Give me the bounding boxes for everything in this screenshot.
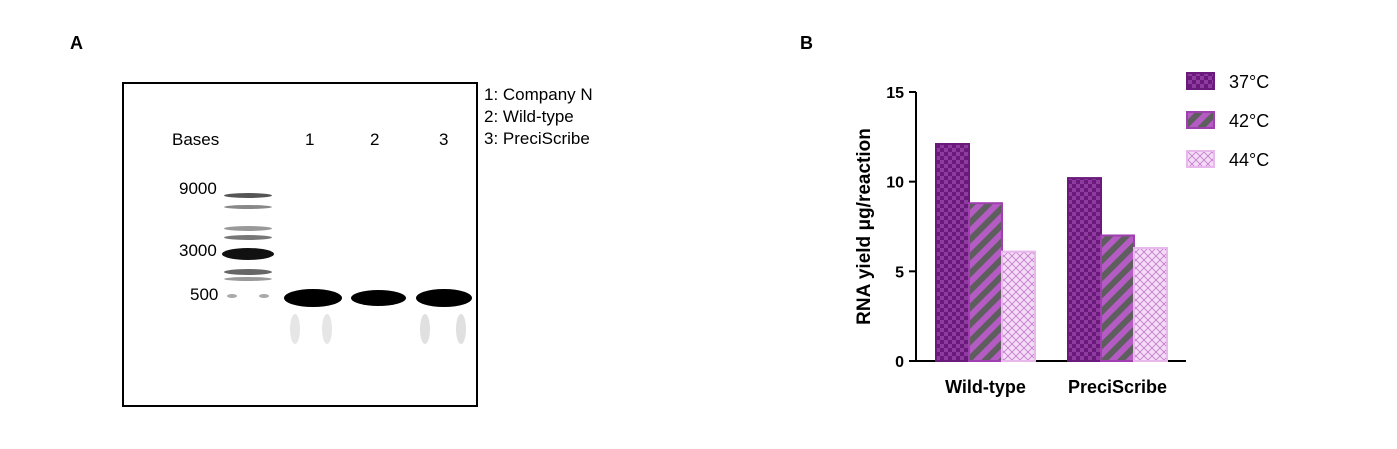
bar-preciscribe-2 <box>1100 234 1135 362</box>
x-category-label-2: PreciScribe <box>1068 377 1167 397</box>
smear <box>456 314 466 344</box>
legend-swatch-3 <box>1186 150 1215 168</box>
ladder-band <box>224 226 272 231</box>
y-tick-label-5: 5 <box>895 264 904 281</box>
ladder-band <box>222 248 274 260</box>
gel-image: Bases 1 2 3 9000 3000 500 <box>122 82 478 407</box>
marker-500: 500 <box>190 285 219 304</box>
bar-wild-type-2 <box>968 202 1003 362</box>
smear <box>290 314 300 344</box>
lane-number-1: 1 <box>305 130 315 149</box>
lane-number-3: 3 <box>439 130 449 149</box>
lane-number-2: 2 <box>370 130 380 149</box>
lane-legend-3: 3: PreciScribe <box>484 129 590 148</box>
legend-label-3: 44°C <box>1229 150 1269 170</box>
legend-label-2: 42°C <box>1229 111 1269 131</box>
marker-9000: 9000 <box>179 179 217 198</box>
bar-preciscribe-3 <box>1133 247 1168 363</box>
smear <box>420 314 430 344</box>
y-tick-label-10: 10 <box>886 175 904 192</box>
bar-wild-type-1 <box>935 143 970 362</box>
smear <box>322 314 332 344</box>
gel-lane-legend: 1: Company N 2: Wild-type 3: PreciScribe <box>484 84 593 150</box>
panel-a-letter: A <box>70 33 83 53</box>
sample-band-lane-1 <box>284 289 342 307</box>
legend-label-1: 37°C <box>1229 72 1269 92</box>
panel-b-letter: B <box>800 33 813 53</box>
y-tick-label-0: 0 <box>895 354 904 371</box>
ladder-band <box>259 294 269 298</box>
y-tick-label-15: 15 <box>886 85 904 102</box>
ladder-band <box>224 277 272 281</box>
ladder-band <box>224 193 272 198</box>
rna-yield-chart: 0 5 10 15 RNA yield μg/reaction Wild-type Prec… <box>854 72 1269 397</box>
marker-3000: 3000 <box>179 241 217 260</box>
legend-swatch-1 <box>1186 72 1215 90</box>
lane-legend-2: 2: Wild-type <box>484 107 574 126</box>
ladder-band <box>224 269 272 275</box>
ladder-band <box>227 294 237 298</box>
ladder-band <box>224 205 272 209</box>
ladder-band <box>224 235 272 240</box>
bar-preciscribe-1 <box>1067 177 1102 362</box>
bar-wild-type-3 <box>1001 250 1036 363</box>
sample-band-lane-2 <box>351 290 406 306</box>
y-axis-title: RNA yield μg/reaction <box>854 128 875 325</box>
sample-band-lane-3 <box>416 289 472 307</box>
legend-swatch-2 <box>1186 111 1215 129</box>
lane-legend-1: 1: Company N <box>484 85 593 104</box>
bases-label: Bases <box>172 130 220 149</box>
x-category-label-1: Wild-type <box>945 377 1026 397</box>
